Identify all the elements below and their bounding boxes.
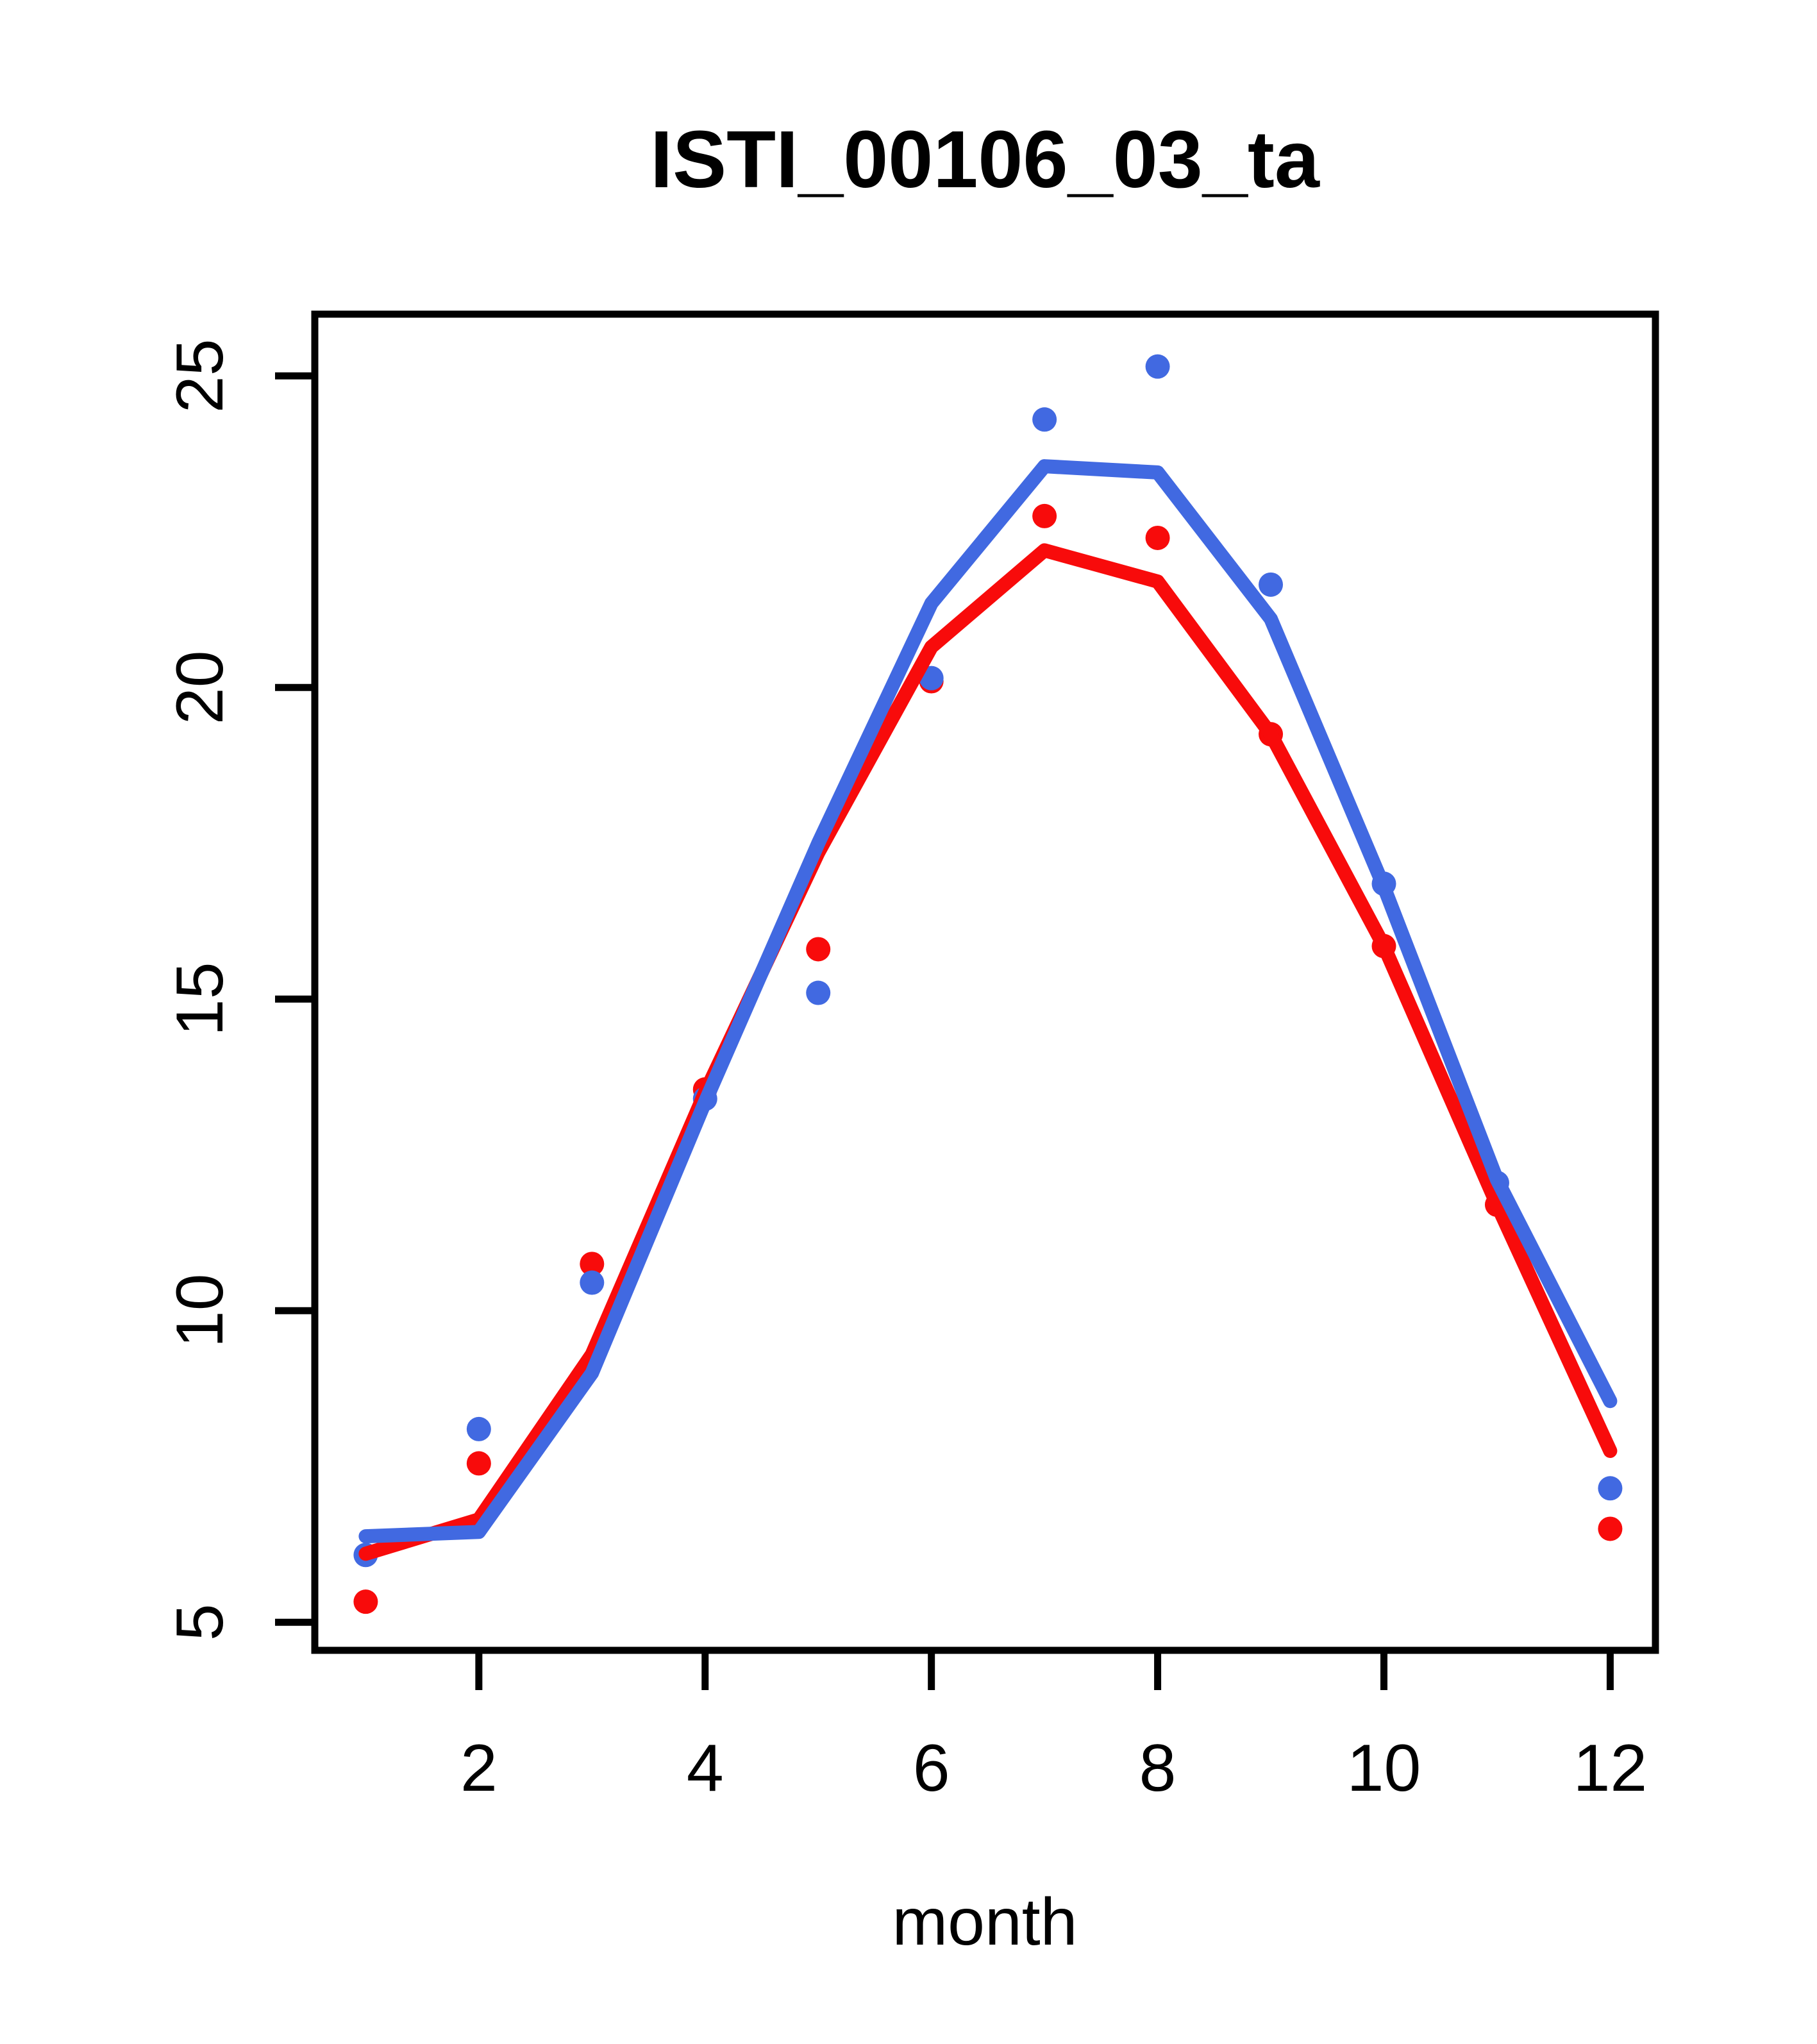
red-line xyxy=(358,543,1618,1561)
x-tick-label: 4 xyxy=(687,1731,724,1805)
x-tick-label: 2 xyxy=(460,1731,498,1805)
blue-point xyxy=(580,1270,605,1295)
x-axis: 2 4 6 8 10 12 xyxy=(460,1650,1647,1805)
red-point xyxy=(466,1451,491,1476)
red-point xyxy=(1598,1516,1623,1541)
red-point xyxy=(806,937,831,962)
red-point xyxy=(1145,525,1170,550)
y-tick-label: 10 xyxy=(163,1273,237,1348)
y-tick-label: 25 xyxy=(163,339,237,413)
x-tick-label: 8 xyxy=(1139,1731,1176,1805)
blue-point xyxy=(1145,354,1170,379)
plot-area-border xyxy=(311,310,1659,1654)
y-tick-label: 15 xyxy=(163,962,237,1036)
red-point xyxy=(580,1252,605,1277)
series-layer xyxy=(353,354,1623,1614)
red-point xyxy=(353,1589,378,1614)
blue-line xyxy=(358,459,1618,1544)
red-point xyxy=(1032,503,1057,528)
blue-point xyxy=(806,980,831,1005)
blue-point xyxy=(466,1416,491,1441)
x-tick-label: 12 xyxy=(1573,1731,1648,1805)
x-tick-label: 10 xyxy=(1347,1731,1421,1805)
y-tick-label: 5 xyxy=(163,1604,237,1641)
blue-point xyxy=(1259,572,1284,597)
y-axis: 5 10 15 20 25 xyxy=(163,339,315,1641)
blue-point xyxy=(1598,1476,1623,1501)
blue-point xyxy=(1032,407,1057,432)
y-tick-label: 20 xyxy=(163,650,237,725)
x-tick-label: 6 xyxy=(913,1731,950,1805)
chart-title: ISTI_00106_03_ta xyxy=(650,114,1320,205)
x-axis-title: month xyxy=(892,1885,1077,1959)
